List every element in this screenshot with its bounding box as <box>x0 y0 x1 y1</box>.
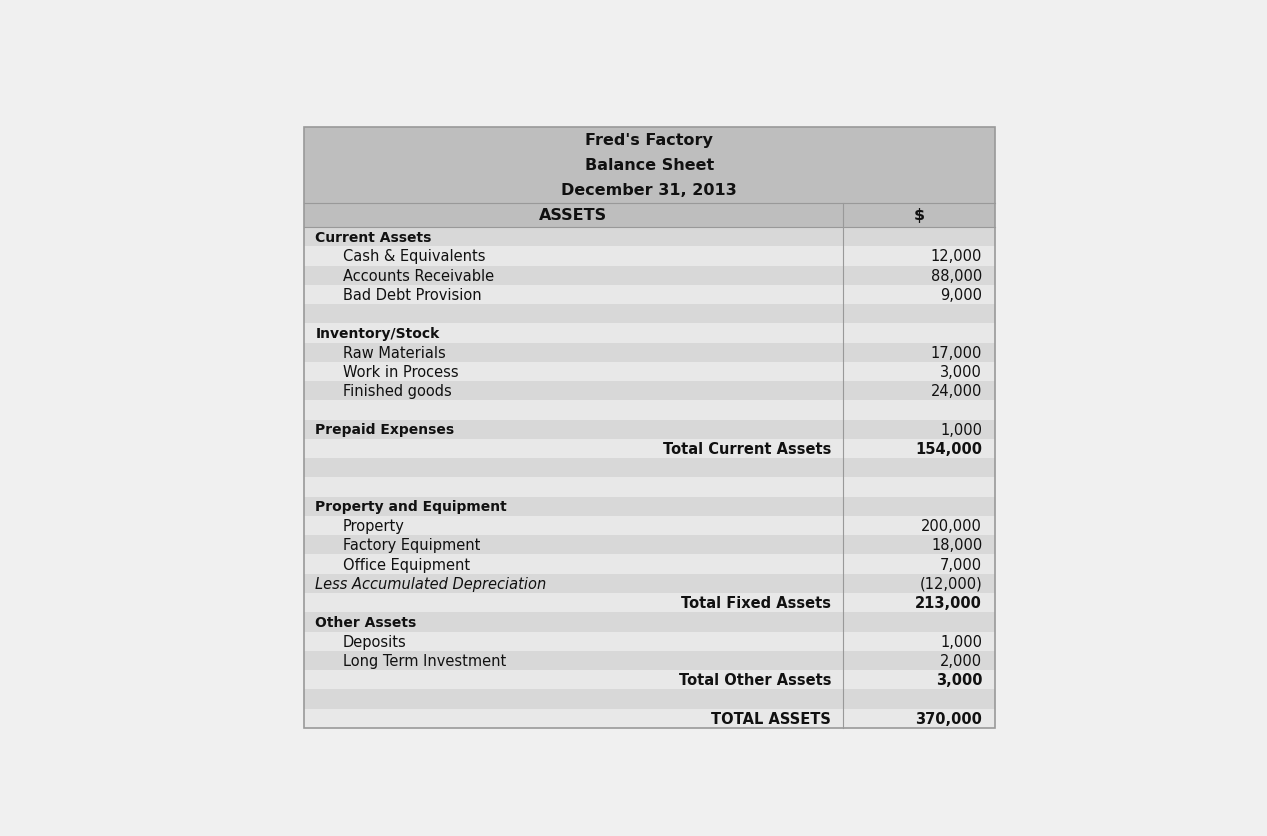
Text: Total Other Assets: Total Other Assets <box>679 672 831 687</box>
Text: Inventory/Stock: Inventory/Stock <box>315 327 440 340</box>
Bar <box>304 285 995 305</box>
Bar <box>304 555 995 574</box>
Text: 17,000: 17,000 <box>931 345 982 360</box>
Bar <box>304 421 995 440</box>
Text: Finished goods: Finished goods <box>343 384 452 399</box>
Text: 370,000: 370,000 <box>915 711 982 726</box>
Bar <box>304 594 995 613</box>
Text: Accounts Receivable: Accounts Receivable <box>343 268 494 283</box>
Bar <box>304 536 995 555</box>
Bar <box>304 632 995 651</box>
Text: Office Equipment: Office Equipment <box>343 557 470 572</box>
Text: 18,000: 18,000 <box>931 538 982 553</box>
Text: TOTAL ASSETS: TOTAL ASSETS <box>711 711 831 726</box>
Bar <box>304 344 995 363</box>
Text: Less Accumulated Depreciation: Less Accumulated Depreciation <box>315 576 547 591</box>
Bar <box>304 266 995 285</box>
Bar <box>304 478 995 497</box>
Text: Fred's Factory: Fred's Factory <box>585 133 713 147</box>
Bar <box>304 440 995 459</box>
Text: 1,000: 1,000 <box>940 422 982 437</box>
Text: Bad Debt Provision: Bad Debt Provision <box>343 288 481 303</box>
Text: Raw Materials: Raw Materials <box>343 345 446 360</box>
Text: 1,000: 1,000 <box>940 634 982 649</box>
Bar <box>304 305 995 324</box>
Text: 88,000: 88,000 <box>931 268 982 283</box>
Bar <box>304 127 995 203</box>
Bar <box>304 401 995 421</box>
Text: Prepaid Expenses: Prepaid Expenses <box>315 423 455 436</box>
Text: Long Term Investment: Long Term Investment <box>343 653 507 668</box>
Bar <box>304 690 995 709</box>
Bar <box>304 574 995 594</box>
Bar <box>304 670 995 690</box>
Text: Factory Equipment: Factory Equipment <box>343 538 480 553</box>
Bar <box>304 497 995 517</box>
Text: Deposits: Deposits <box>343 634 407 649</box>
Text: 3,000: 3,000 <box>936 672 982 687</box>
Bar <box>304 324 995 344</box>
Text: 3,000: 3,000 <box>940 364 982 380</box>
Text: 9,000: 9,000 <box>940 288 982 303</box>
Bar <box>304 651 995 670</box>
Text: Work in Process: Work in Process <box>343 364 459 380</box>
Bar <box>304 363 995 382</box>
Text: ASSETS: ASSETS <box>540 208 607 223</box>
Text: Property and Equipment: Property and Equipment <box>315 500 507 513</box>
Text: 7,000: 7,000 <box>940 557 982 572</box>
Text: Total Current Assets: Total Current Assets <box>663 441 831 456</box>
Bar <box>304 709 995 728</box>
Bar <box>304 459 995 478</box>
Bar <box>304 203 995 227</box>
Text: Total Fixed Assets: Total Fixed Assets <box>682 595 831 610</box>
Text: $: $ <box>914 208 925 223</box>
Bar <box>304 247 995 266</box>
Text: Other Assets: Other Assets <box>315 615 417 630</box>
Text: 213,000: 213,000 <box>915 595 982 610</box>
Text: Current Assets: Current Assets <box>315 231 432 244</box>
Bar <box>304 613 995 632</box>
Text: Balance Sheet: Balance Sheet <box>584 158 715 173</box>
Bar <box>304 517 995 536</box>
Text: December 31, 2013: December 31, 2013 <box>561 183 737 198</box>
Text: 12,000: 12,000 <box>931 249 982 264</box>
Bar <box>304 127 995 728</box>
Text: Property: Property <box>343 518 405 533</box>
Bar <box>304 227 995 247</box>
Text: 154,000: 154,000 <box>915 441 982 456</box>
Text: 200,000: 200,000 <box>921 518 982 533</box>
Text: 2,000: 2,000 <box>940 653 982 668</box>
Text: Cash & Equivalents: Cash & Equivalents <box>343 249 485 264</box>
Text: (12,000): (12,000) <box>920 576 982 591</box>
Bar <box>304 382 995 401</box>
Text: 24,000: 24,000 <box>931 384 982 399</box>
